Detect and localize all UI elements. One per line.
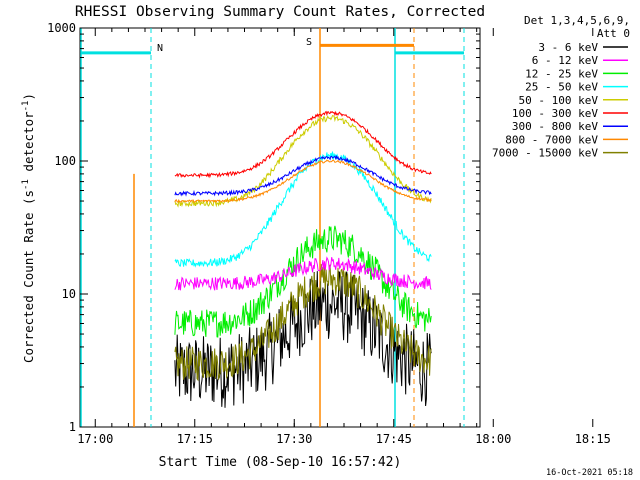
night-marker-label: N — [157, 43, 163, 54]
instrument-state-markers: NS — [80, 28, 465, 427]
series-line — [174, 270, 432, 408]
x-tick-label: 18:00 — [475, 432, 511, 446]
timestamp: 16-Oct-2021 05:18 — [546, 468, 633, 478]
axis-ticks: 1 10 100 1000 17:00 17:15 17:30 17:45 18:00 18:15… — [47, 21, 611, 446]
legend-header-line-2: Att 0 — [597, 27, 630, 40]
x-tick-label: 17:45 — [376, 432, 412, 446]
series-line — [174, 225, 432, 338]
legend-label: 300 - 800 keV — [512, 120, 598, 133]
legend-label: 800 - 7000 keV — [505, 133, 598, 146]
y-tick-label: 1 — [69, 420, 76, 434]
legend-label: 25 - 50 keV — [525, 81, 598, 94]
series-line — [174, 256, 432, 291]
plot-frame — [79, 27, 481, 428]
x-tick-label: 17:15 — [177, 432, 213, 446]
series-line — [174, 151, 432, 268]
legend-header-line-1: Det 1,3,4,5,6,9, — [524, 14, 630, 27]
series-line — [174, 115, 432, 208]
data-series — [174, 110, 432, 408]
x-tick-label: 17:00 — [77, 432, 113, 446]
series-line — [174, 264, 432, 382]
legend-label: 3 - 6 keV — [538, 41, 598, 54]
legend-label: 12 - 25 keV — [525, 67, 598, 80]
series-line — [174, 110, 432, 179]
legend-label: 100 - 300 keV — [512, 107, 598, 120]
x-axis-label: Start Time (08-Sep-10 16:57:42) — [159, 455, 402, 470]
y-tick-label: 100 — [54, 154, 76, 168]
series-line — [174, 154, 432, 197]
y-tick-label: 10 — [62, 287, 76, 301]
series-line — [174, 159, 432, 203]
saa-marker-label: S — [306, 37, 312, 48]
legend-label: 50 - 100 keV — [519, 94, 599, 107]
legend-label: 7000 - 15000 keV — [492, 147, 598, 160]
y-axis-label: Corrected Count Rate (s-1 detector-1) — [21, 93, 36, 363]
x-tick-label: 18:15 — [575, 432, 611, 446]
legend-label: 6 - 12 keV — [532, 54, 599, 67]
y-tick-label: 1000 — [47, 21, 76, 35]
chart-title: RHESSI Observing Summary Count Rates, Co… — [75, 4, 485, 20]
x-tick-label: 17:30 — [276, 432, 312, 446]
